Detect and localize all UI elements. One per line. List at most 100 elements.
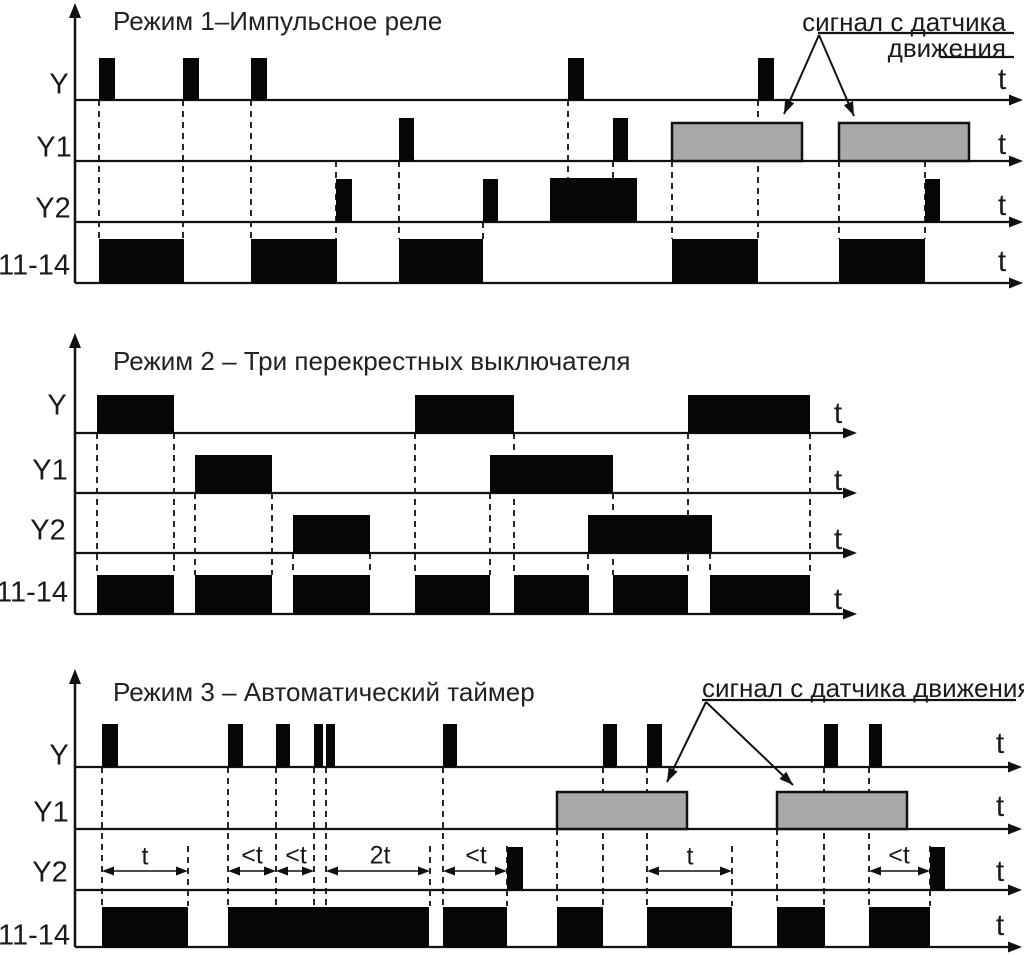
mode1-row-label-11-14: 11-14 [0, 249, 71, 282]
mode3-sensor-leader-arrow [666, 701, 707, 783]
mode1-row2-time-axis-arrowhead [1009, 216, 1023, 228]
mode1-pulse [336, 179, 352, 222]
mode1-sensor-signal-pulse [837, 121, 971, 163]
mode2-row-label-11-14: 11-14 [0, 576, 69, 609]
mode1-pulse [99, 58, 115, 100]
mode2-row2-time-label: t [833, 523, 843, 556]
mode2-row-label-Y1: Y1 [32, 454, 68, 487]
mode3-value-axis-arrowhead [69, 669, 81, 684]
mode1-sensor-leader-arrow [818, 34, 855, 117]
mode3-pulse [869, 907, 930, 947]
mode3-duration-label: t [686, 842, 694, 871]
mode2-pulse [195, 455, 272, 493]
mode3-row-label-Y: Y [49, 739, 69, 772]
mode2-row3-time-label: t [833, 583, 843, 616]
mode3-duration-label: <t [241, 841, 263, 870]
mode3-row-label-Y2: Y2 [32, 856, 68, 889]
mode1-pulse [251, 239, 337, 283]
mode3-pulse [507, 847, 523, 890]
mode3-duration-label: t [141, 842, 149, 871]
mode2-row0-time-label: t [833, 397, 843, 430]
mode1-row0-time-axis-arrowhead [1009, 94, 1023, 106]
mode3-row3-time-axis-arrowhead [1008, 941, 1022, 953]
mode1-row1-time-label: t [997, 128, 1007, 161]
mode3-pulse [228, 724, 243, 767]
mode3-pulse [557, 907, 603, 947]
mode1-pulse [758, 58, 774, 100]
mode1-title: Режим 1–Импульсное реле [113, 6, 443, 36]
mode3-row1-time-axis-arrowhead [1008, 823, 1022, 835]
mode2-row2-time-axis-arrowhead [843, 547, 857, 559]
mode1-row2-time-label: t [997, 189, 1007, 222]
mode2-value-axis-arrowhead [69, 333, 81, 348]
mode3-pulse [777, 907, 825, 947]
mode1-pulse [613, 118, 628, 161]
mode1-sensor-leader-arrow [783, 34, 820, 115]
mode1-pulse [251, 58, 267, 100]
mode1-sensor-signal-pulse [670, 121, 804, 163]
mode2-pulse [293, 575, 370, 614]
mode3-duration-label: <t [465, 841, 487, 870]
mode3-row3-time-label: t [995, 909, 1005, 942]
mode1-pulse [568, 58, 584, 100]
mode3-pulse [443, 907, 507, 947]
mode2-pulse [195, 575, 272, 614]
mode1-pulse [672, 239, 758, 283]
mode3-duration-arrowhead-left [102, 866, 114, 876]
mode3-title: Режим 3 – Автоматический таймер [113, 677, 535, 707]
mode1-row3-time-axis-arrowhead [1009, 277, 1023, 289]
mode3-pulse [102, 907, 188, 947]
mode3-pulse [603, 724, 617, 767]
mode1-motion-sensor-label-line1: сигнал с датчика [802, 7, 1006, 37]
mode3-duration-arrowhead-right [176, 866, 188, 876]
mode1-pulse [399, 239, 483, 283]
mode2-pulse [514, 575, 589, 614]
mode2-row1-time-label: t [833, 464, 843, 497]
mode2-pulse [97, 575, 174, 614]
mode1-pulse [399, 118, 414, 161]
mode3-duration-arrowhead-right [264, 866, 276, 876]
mode3-row2-time-axis-arrowhead [1008, 884, 1022, 896]
mode1-row-label-Y1: Y1 [36, 131, 72, 164]
mode1-row1-time-axis-arrowhead [1009, 155, 1023, 167]
mode2-pulse [415, 575, 490, 614]
mode1-pulse [483, 179, 498, 222]
mode3-pulse [228, 907, 429, 947]
mode1-value-axis-arrowhead [69, 3, 81, 18]
mode3-row-label-11-14: 11-14 [0, 919, 71, 952]
mode3-duration-label: <t [285, 841, 307, 870]
mode2-row-label-Y: Y [47, 389, 67, 422]
mode3-duration-arrowhead-left [326, 866, 338, 876]
mode1-row0-time-label: t [997, 63, 1007, 96]
mode3-duration-arrowhead-left [443, 866, 455, 876]
mode3-duration-arrowhead-right [302, 866, 314, 876]
mode3-row-label-Y1: Y1 [33, 796, 69, 829]
mode2-pulse [588, 515, 712, 553]
mode3-duration-arrowhead-right [918, 866, 930, 876]
mode1-sensor-leader-arrowhead [784, 99, 795, 114]
mode2-row1-time-axis-arrowhead [843, 487, 857, 499]
mode3-pulse [647, 907, 732, 947]
mode3-pulse [869, 724, 882, 767]
mode3-pulse [326, 724, 335, 767]
mode3-motion-sensor-label: сигнал с датчика движения [702, 673, 1024, 703]
mode2-pulse [490, 455, 613, 493]
mode2-pulse [613, 575, 688, 614]
mode3-sensor-leader-arrowhead [667, 767, 678, 782]
mode3-duration-arrowhead-right [418, 866, 430, 876]
mode3-pulse [647, 724, 662, 767]
mode3-pulse [276, 724, 290, 767]
mode3-duration-arrowhead-right [720, 866, 732, 876]
mode2-row0-time-axis-arrowhead [843, 427, 857, 439]
mode1-row-label-Y2: Y2 [35, 192, 71, 225]
mode3-duration-arrowhead-right [495, 866, 507, 876]
mode2-row3-time-axis-arrowhead [843, 608, 857, 620]
mode3-pulse [314, 724, 323, 767]
mode3-row0-time-axis-arrowhead [1008, 761, 1022, 773]
mode3-duration-arrowhead-left [647, 866, 659, 876]
mode3-sensor-leader-arrowhead [779, 771, 793, 785]
mode3-duration-label: 2t [369, 841, 391, 870]
mode1-pulse [183, 58, 199, 100]
mode3-pulse [443, 724, 457, 767]
